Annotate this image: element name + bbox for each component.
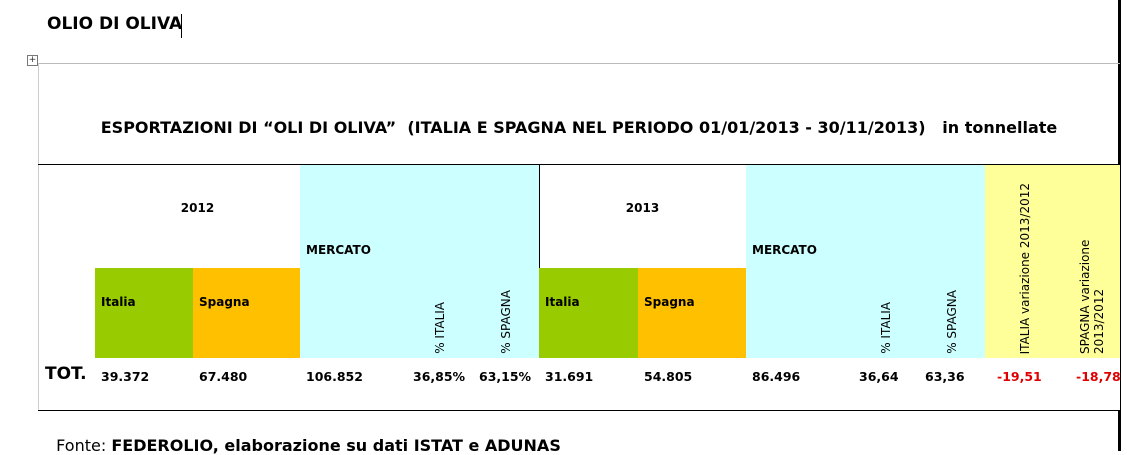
total-cell: 39.372 <box>95 358 194 411</box>
column-header-cell: ITALIA variazione 2013/2012 <box>985 165 1065 359</box>
column-header-cell: SPAGNA variazione 2013/2012 <box>1064 165 1121 359</box>
year-header: 2012 <box>180 201 215 215</box>
total-value: 39.372 <box>101 369 150 384</box>
total-cell: 31.691 <box>539 358 639 411</box>
column-header-cell: Spagna <box>193 268 301 359</box>
table-move-handle[interactable]: + <box>27 55 38 66</box>
total-value: 36,64 <box>859 369 899 384</box>
total-value: -18,78 <box>1076 369 1121 384</box>
column-header: % SPAGNA <box>945 290 959 354</box>
total-cell: 86.496 <box>746 358 854 411</box>
column-header: ITALIA variazione 2013/2012 <box>1017 182 1032 354</box>
column-header: Spagna <box>199 295 250 309</box>
total-value: 86.496 <box>752 369 801 384</box>
column-header-cell: % ITALIA <box>853 165 920 359</box>
total-value: 54.805 <box>644 369 693 384</box>
total-cell: 63,15% <box>473 358 540 411</box>
table-top-border <box>38 63 1120 64</box>
column-header-wrap: % ITALIA <box>853 302 919 354</box>
total-value: 63,15% <box>479 369 532 384</box>
column-header-cell: Spagna <box>638 268 747 359</box>
total-label: TOT. <box>45 364 87 384</box>
year-header: 2013 <box>625 201 660 215</box>
column-header-wrap: % ITALIA <box>407 302 473 354</box>
column-header-cell: MERCATO <box>300 165 408 359</box>
total-cell: 36,85% <box>407 358 474 411</box>
column-header-wrap: SPAGNA variazione 2013/2012 <box>1064 214 1120 354</box>
column-header: MERCATO <box>752 243 817 257</box>
table-caption: ESPORTAZIONI DI “OLI DI OLIVA” (ITALIA E… <box>100 118 1058 137</box>
total-value: 67.480 <box>199 369 248 384</box>
year-header-cell: 2012 <box>95 165 301 269</box>
column-header: % SPAGNA <box>499 290 513 354</box>
column-header: % ITALIA <box>433 302 447 354</box>
column-header-cell: Italia <box>95 268 194 359</box>
column-header: Italia <box>101 295 136 309</box>
total-cell: -18,78 <box>1064 358 1121 411</box>
text-cursor <box>181 14 182 38</box>
column-header-cell: % ITALIA <box>407 165 474 359</box>
total-cell: 54.805 <box>638 358 747 411</box>
document-title: OLIO DI OLIVA <box>47 14 183 34</box>
column-header: MERCATO <box>306 243 371 257</box>
caption-bottom-border <box>38 164 1120 165</box>
column-header-wrap: % SPAGNA <box>473 290 539 354</box>
total-value: 63,36 <box>925 369 965 384</box>
source-footer: Fonte: FEDEROLIO, elaborazione su dati I… <box>46 417 561 455</box>
column-header-cell: MERCATO <box>746 165 854 359</box>
total-cell: 106.852 <box>300 358 408 411</box>
year-header-cell: 2013 <box>539 165 747 269</box>
column-header-wrap: % SPAGNA <box>919 290 985 354</box>
total-cell: 63,36 <box>919 358 986 411</box>
total-value: 36,85% <box>413 369 466 384</box>
table-left-border <box>38 63 39 411</box>
total-value: 31.691 <box>545 369 594 384</box>
column-header: % ITALIA <box>879 302 893 354</box>
column-header-cell: % SPAGNA <box>919 165 986 359</box>
total-cell: 36,64 <box>853 358 920 411</box>
source-text: FEDEROLIO, elaborazione su dati ISTAT e … <box>111 436 561 455</box>
column-header-wrap: ITALIA variazione 2013/2012 <box>985 183 1064 354</box>
source-label: Fonte: <box>56 436 107 455</box>
total-cell: -19,51 <box>985 358 1065 411</box>
total-value: 106.852 <box>306 369 363 384</box>
column-header: SPAGNA variazione 2013/2012 <box>1078 239 1106 354</box>
column-header: Italia <box>545 295 580 309</box>
total-cell: 67.480 <box>193 358 301 411</box>
column-header: Spagna <box>644 295 695 309</box>
total-value: -19,51 <box>997 369 1042 384</box>
column-header-cell: % SPAGNA <box>473 165 540 359</box>
column-header-cell: Italia <box>539 268 639 359</box>
